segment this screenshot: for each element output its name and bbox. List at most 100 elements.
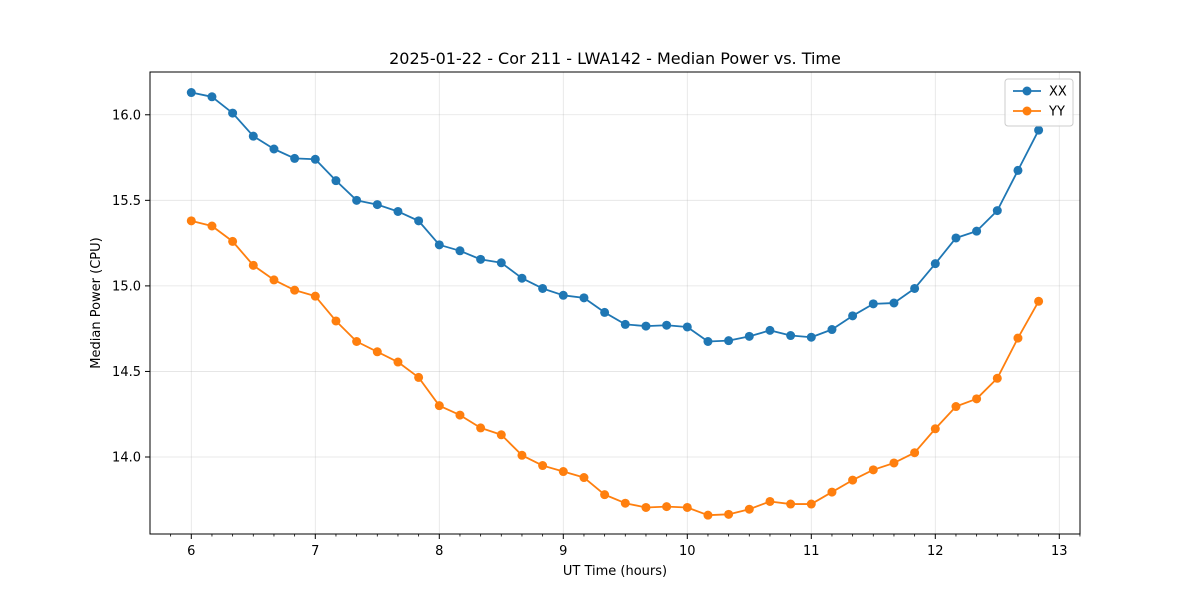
y-tick-label: 14.5 [112, 365, 141, 380]
data-point-xx [620, 319, 630, 329]
data-point-xx [579, 293, 589, 303]
data-point-yy [434, 401, 444, 411]
x-tick-label: 11 [803, 544, 820, 559]
data-point-yy [207, 221, 217, 231]
data-point-xx [414, 216, 424, 226]
data-point-xx [930, 259, 940, 269]
y-tick-label: 15.5 [112, 194, 141, 209]
x-axis: 6 7 8 9 10 11 12 13 [170, 534, 1081, 559]
data-point-yy [248, 260, 258, 270]
data-point-yy [889, 458, 899, 468]
data-point-xx [393, 206, 403, 216]
data-point-xx [786, 331, 796, 341]
data-point-yy [455, 410, 465, 420]
data-point-yy [393, 357, 403, 367]
data-point-xx [641, 321, 651, 331]
data-point-xx [744, 331, 754, 341]
y-axis: 14.0 14.5 15.0 15.5 16.0 [112, 108, 150, 466]
data-point-xx [992, 206, 1002, 216]
data-point-yy [1013, 333, 1023, 343]
data-point-xx [434, 240, 444, 250]
data-point-yy [331, 316, 341, 326]
data-point-xx [682, 322, 692, 332]
data-point-yy [538, 461, 548, 471]
data-point-xx [703, 337, 713, 346]
data-point-xx [310, 154, 320, 164]
x-tick-label: 10 [679, 544, 696, 559]
data-point-yy [910, 448, 920, 458]
data-point-yy [662, 502, 672, 512]
data-point-xx [951, 233, 961, 243]
data-point-yy [724, 509, 734, 519]
x-tick-label: 6 [187, 544, 195, 559]
legend-marker [1022, 86, 1032, 96]
data-point-xx [352, 195, 362, 205]
data-point-yy [496, 430, 506, 440]
data-point-xx [331, 176, 341, 186]
data-point-yy [558, 467, 568, 477]
data-point-yy [703, 510, 713, 520]
x-tick-label: 12 [927, 544, 944, 559]
grid [150, 72, 1080, 534]
data-point-yy [620, 498, 630, 508]
data-point-yy [827, 487, 837, 497]
data-point-yy [930, 424, 940, 434]
x-tick-label: 13 [1051, 544, 1068, 559]
y-tick-label: 14.0 [112, 451, 141, 466]
legend-label: YY [1048, 105, 1065, 120]
data-point-xx [290, 153, 300, 163]
data-point-xx [910, 283, 920, 293]
legend-label: XX [1049, 85, 1067, 100]
series-yy [186, 216, 1044, 520]
data-point-xx [228, 108, 238, 118]
x-tick-label: 8 [435, 544, 443, 559]
data-point-yy [1034, 296, 1044, 306]
data-point-xx [496, 258, 506, 268]
data-point-yy [186, 216, 196, 226]
data-point-xx [848, 311, 858, 321]
data-point-xx [538, 283, 548, 293]
data-point-xx [476, 254, 486, 264]
data-point-yy [310, 291, 320, 301]
data-point-xx [972, 226, 982, 236]
x-tick-label: 7 [311, 544, 319, 559]
data-point-yy [951, 402, 961, 412]
legend: XX YY [1004, 78, 1074, 127]
data-point-yy [765, 496, 775, 506]
legend-entry-xx: XX [1013, 85, 1067, 100]
data-point-yy [848, 475, 858, 485]
data-point-yy [517, 450, 527, 460]
data-point-xx [455, 246, 465, 256]
data-point-xx [248, 131, 258, 141]
data-point-yy [372, 347, 382, 357]
data-point-yy [600, 490, 610, 500]
data-point-yy [579, 473, 589, 483]
data-point-xx [186, 88, 196, 98]
data-point-yy [682, 502, 692, 512]
data-point-xx [662, 320, 672, 330]
data-point-xx [558, 290, 568, 300]
y-tick-label: 16.0 [112, 108, 141, 123]
data-point-xx [517, 273, 527, 283]
data-point-xx [1034, 125, 1044, 135]
series-layer [186, 88, 1044, 520]
data-point-xx [806, 332, 816, 342]
x-tick-label: 9 [559, 544, 567, 559]
data-point-yy [992, 373, 1002, 383]
data-point-yy [744, 504, 754, 514]
series-xx [186, 88, 1044, 346]
data-point-yy [414, 372, 424, 382]
data-point-yy [352, 337, 362, 346]
data-point-xx [724, 336, 734, 346]
data-point-xx [207, 92, 217, 102]
data-point-xx [269, 144, 279, 154]
legend-marker [1022, 106, 1032, 116]
data-point-xx [1013, 165, 1023, 175]
data-point-yy [269, 275, 279, 285]
data-point-xx [868, 299, 878, 309]
data-point-xx [827, 325, 837, 335]
data-point-xx [600, 307, 610, 317]
data-point-yy [868, 465, 878, 475]
